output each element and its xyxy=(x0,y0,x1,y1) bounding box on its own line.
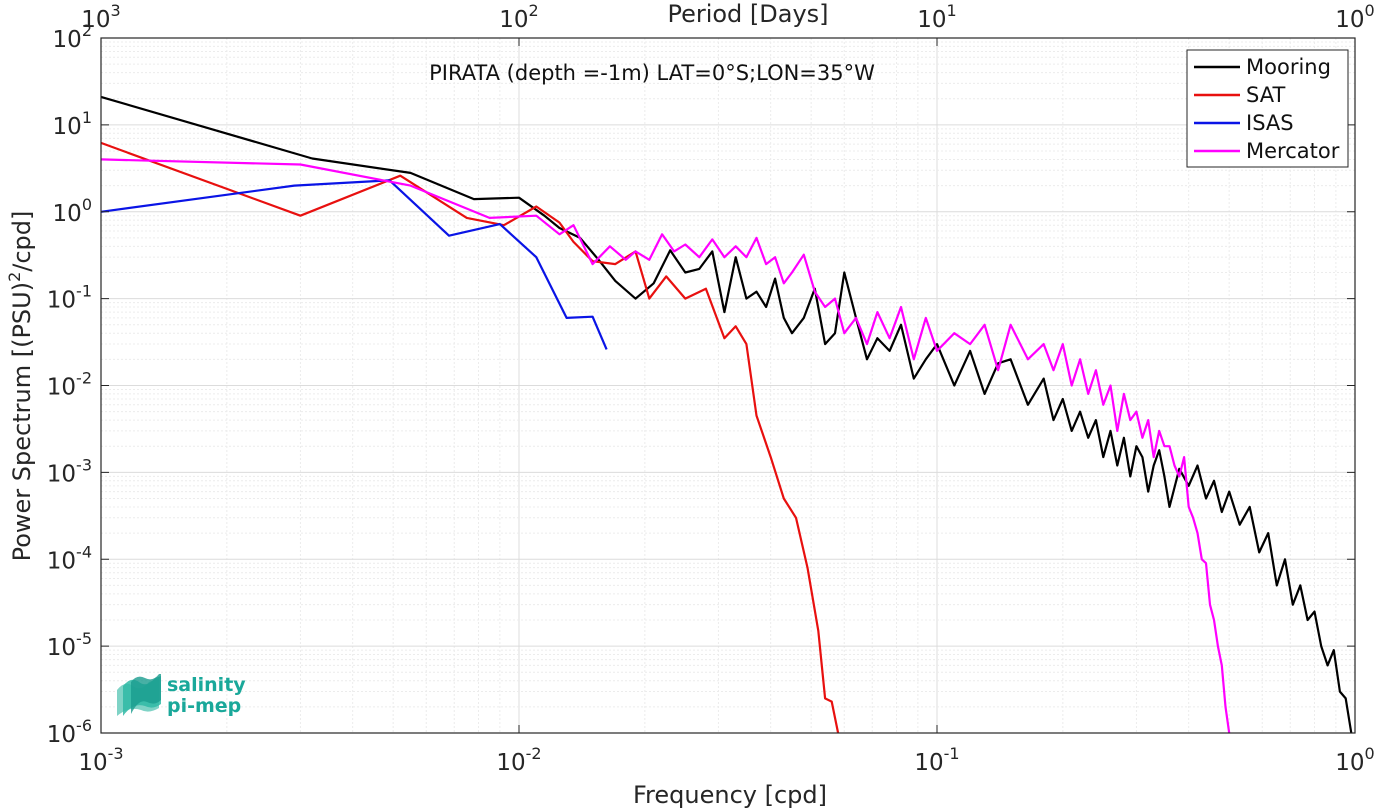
y-tick-label: 10-5 xyxy=(47,629,92,661)
legend-label-mercator: Mercator xyxy=(1246,139,1340,163)
top-tick-label: 100 xyxy=(1335,1,1374,33)
y-tick-label: 101 xyxy=(53,108,92,140)
salinity-pimep-logo: salinity pi-mep xyxy=(117,674,246,717)
y-tick-label: 10-6 xyxy=(47,716,92,748)
y-tick-label: 10-4 xyxy=(47,542,92,574)
y-axis-label: Power Spectrum [(PSU)2/cpd] xyxy=(5,211,36,562)
x-axis-label: Frequency [cpd] xyxy=(633,781,827,809)
series-line-isas xyxy=(100,179,608,350)
grid-lines xyxy=(100,38,1355,734)
top-tick-label: 103 xyxy=(81,1,120,33)
series-line-mooring xyxy=(100,95,1353,734)
series-line-sat xyxy=(100,141,840,734)
legend-label-sat: SAT xyxy=(1246,83,1285,107)
series-line-mercator xyxy=(100,158,1231,734)
plot-series xyxy=(100,95,1353,734)
top-axis-label: Period [Days] xyxy=(667,0,828,28)
logo-line-2: pi-mep xyxy=(167,695,241,717)
x-tick-label: 100 xyxy=(1335,744,1374,776)
top-tick-label: 101 xyxy=(917,1,956,33)
top-tick-label: 102 xyxy=(499,1,538,33)
y-tick-label: 10-3 xyxy=(47,455,92,487)
x-tick-label: 10-1 xyxy=(914,744,959,776)
legend: Mooring SAT ISAS Mercator xyxy=(1186,49,1349,168)
legend-label-mooring: Mooring xyxy=(1246,55,1331,79)
chart-title: PIRATA (depth =-1m) LAT=0°S;LON=35°W xyxy=(429,61,875,85)
y-tick-label: 100 xyxy=(53,195,92,227)
x-tick-label: 10-3 xyxy=(78,744,123,776)
y-tick-label: 10-2 xyxy=(47,369,92,401)
legend-box xyxy=(1186,49,1349,168)
y-tick-label: 10-1 xyxy=(47,282,92,314)
legend-label-isas: ISAS xyxy=(1246,111,1294,135)
logo-line-1: salinity xyxy=(167,674,246,696)
y-tick-label: 102 xyxy=(53,21,92,53)
x-tick-label: 10-2 xyxy=(496,744,541,776)
